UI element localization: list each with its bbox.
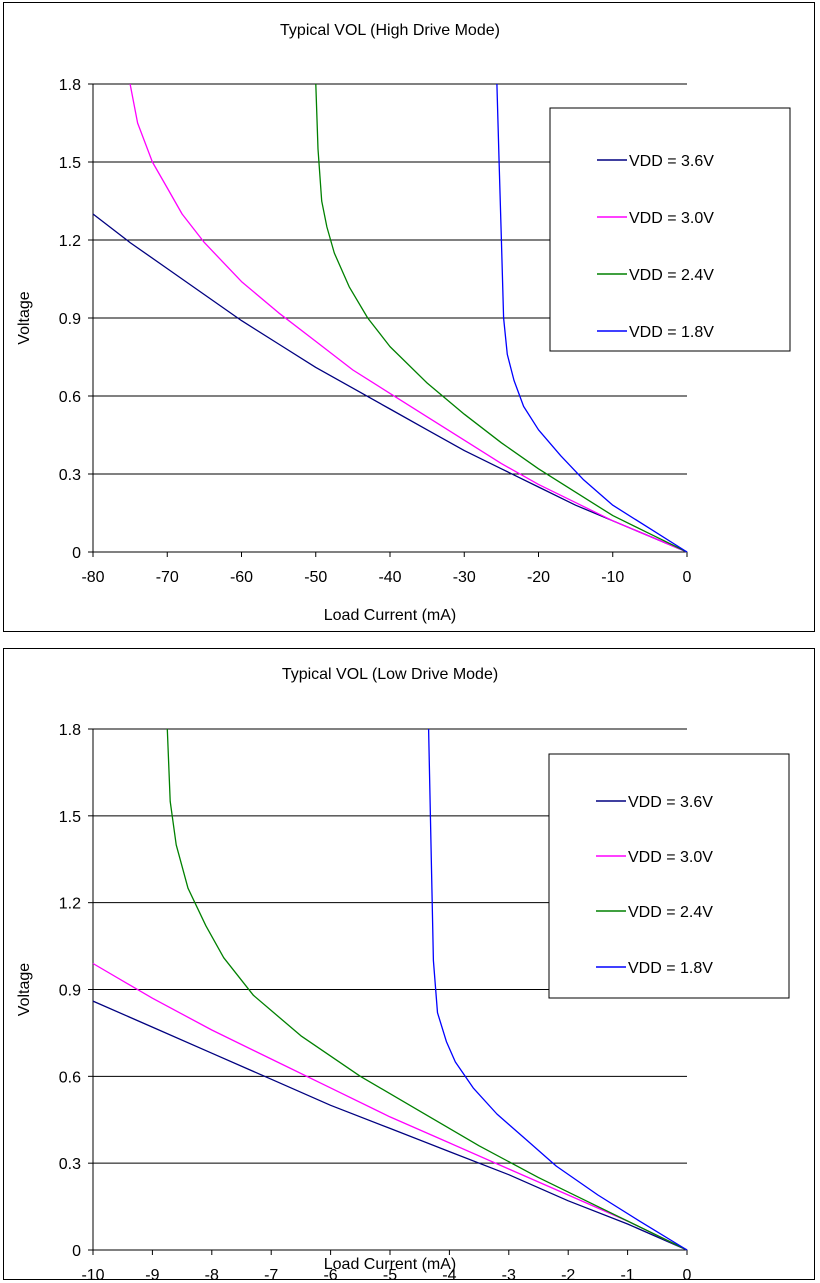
x-axis-label: Load Current (mA) — [324, 607, 457, 624]
y-tick-label: 0 — [72, 1243, 81, 1260]
y-tick-label: 1.8 — [59, 722, 81, 739]
y-axis-label: Voltage — [16, 291, 33, 344]
x-tick-label: -10 — [601, 569, 624, 586]
legend-label: VDD = 1.8V — [629, 324, 714, 341]
y-axis-label: Voltage — [16, 963, 33, 1016]
legend-label: VDD = 3.6V — [628, 794, 713, 811]
y-tick-label: 0.6 — [59, 389, 81, 406]
chart-svg: Typical VOL (Low Drive Mode) 0 0.3 0.6 0.9 1.… — [16, 666, 790, 1279]
x-tick-label: -10 — [81, 1267, 104, 1279]
legend-label: VDD = 1.8V — [628, 960, 713, 977]
x-tick-label: 0 — [683, 1267, 692, 1279]
x-tick-label: -3 — [502, 1267, 516, 1279]
y-tick-label: 0 — [72, 545, 81, 562]
x-tick-label: -20 — [527, 569, 550, 586]
y-tick-label: 0.9 — [59, 983, 81, 1000]
series-line — [427, 728, 688, 1251]
y-tick-label: 0.6 — [59, 1069, 81, 1086]
legend-box — [548, 753, 790, 999]
legend-box — [549, 107, 791, 352]
y-tick-label: 1.5 — [59, 155, 81, 172]
x-tick-label: -7 — [264, 1267, 278, 1279]
y-tick-label: 1.5 — [59, 809, 81, 826]
x-tick-label: -30 — [453, 569, 476, 586]
x-tick-label: -8 — [205, 1267, 219, 1279]
chart-title: Typical VOL (Low Drive Mode) — [282, 666, 498, 683]
series-line — [166, 728, 688, 1251]
x-tick-label: -60 — [230, 569, 253, 586]
chart-high-drive: Typical VOL (High Drive Mode) 0 0.3 0.6 0.9 1… — [3, 2, 815, 632]
x-tick-label: -2 — [561, 1267, 575, 1279]
y-tick-label: 1.2 — [59, 896, 81, 913]
x-tick-label: -40 — [378, 569, 401, 586]
y-tick-label: 0.9 — [59, 311, 81, 328]
chart-svg: Typical VOL (High Drive Mode) 0 0.3 0.6 0.9 1… — [16, 22, 791, 624]
series-line — [92, 1000, 688, 1251]
legend-label: VDD = 3.0V — [629, 210, 714, 227]
chart-low-drive: Typical VOL (Low Drive Mode) 0 0.3 0.6 0.9 1.… — [3, 648, 815, 1280]
x-tick-label: -80 — [81, 569, 104, 586]
x-tick-label: -5 — [383, 1267, 397, 1279]
x-tick-label: -1 — [620, 1267, 634, 1279]
x-axis-label: Load Current (mA) — [324, 1256, 457, 1273]
series-line — [92, 962, 688, 1251]
series-line — [315, 83, 688, 553]
x-tick-label: 0 — [683, 569, 692, 586]
legend-label: VDD = 3.6V — [629, 153, 714, 170]
x-tick-label: -6 — [323, 1267, 337, 1279]
y-tick-label: 0.3 — [59, 467, 81, 484]
y-tick-label: 1.2 — [59, 233, 81, 250]
series-line — [496, 83, 688, 553]
x-tick-label: -50 — [304, 569, 327, 586]
x-tick-label: -9 — [145, 1267, 159, 1279]
legend-label: VDD = 2.4V — [629, 267, 714, 284]
y-tick-label: 1.8 — [59, 77, 81, 94]
legend-label: VDD = 2.4V — [628, 904, 713, 921]
chart-title: Typical VOL (High Drive Mode) — [280, 22, 500, 39]
legend-label: VDD = 3.0V — [628, 849, 713, 866]
x-tick-label: -4 — [442, 1267, 456, 1279]
x-tick-label: -70 — [156, 569, 179, 586]
series-line — [129, 83, 688, 553]
series-line — [92, 213, 688, 553]
y-tick-label: 0.3 — [59, 1156, 81, 1173]
